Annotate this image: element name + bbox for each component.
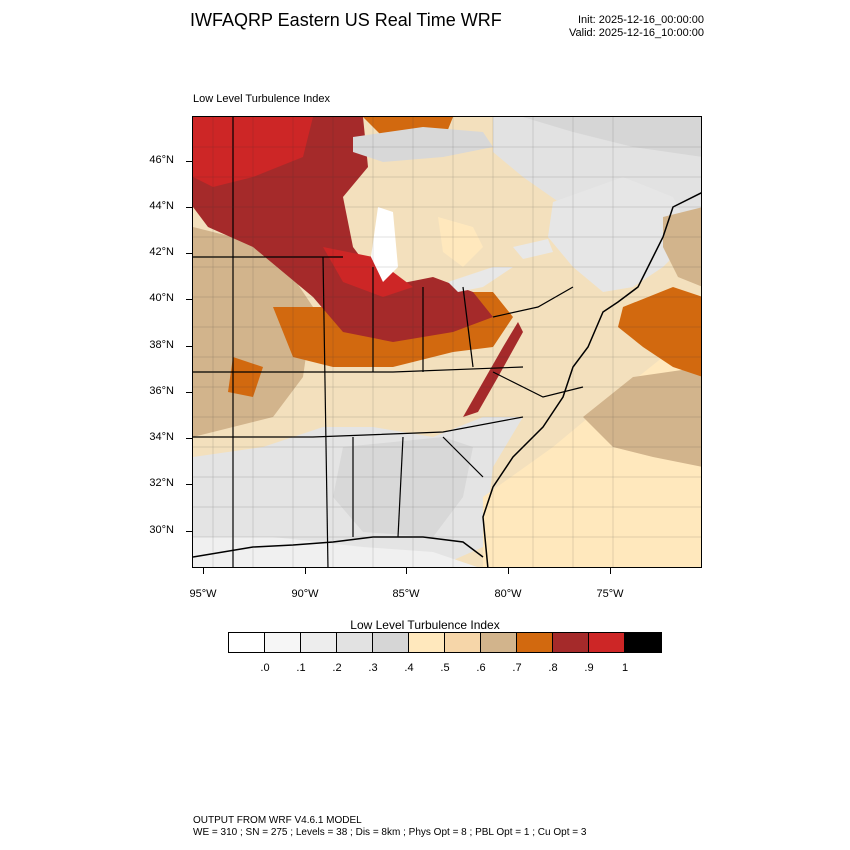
colorbar-swatch: [409, 633, 445, 652]
turbulence-map: [193, 117, 701, 567]
field-gray-north-dark: [523, 117, 701, 157]
lake-superior: [353, 127, 493, 162]
colorbar-label: .3: [368, 662, 378, 674]
colorbar-label: .5: [440, 662, 450, 674]
lake-huron: [438, 217, 483, 267]
longitude-tick: [508, 568, 509, 574]
longitude-label: 90°W: [291, 588, 319, 600]
colorbar-label: .6: [476, 662, 486, 674]
field-atlantic-tan-north: [663, 207, 701, 287]
colorbar-swatch: [229, 633, 265, 652]
latitude-tick: [186, 299, 192, 300]
colorbar-label: .8: [548, 662, 558, 674]
longitude-label: 75°W: [596, 588, 624, 600]
colorbar-swatch: [553, 633, 589, 652]
latitude-tick: [186, 531, 192, 532]
field-atlantic-orange: [618, 287, 701, 377]
field-gray-northeast: [548, 177, 693, 292]
lake-erie: [448, 267, 513, 292]
latitude-label: 42°N: [149, 246, 174, 258]
run-times: Init: 2025-12-16_00:00:00 Valid: 2025-12…: [569, 14, 704, 40]
panel-title: Low Level Turbulence Index: [193, 93, 330, 105]
latitude-label: 40°N: [149, 292, 174, 304]
latitude-tick: [186, 484, 192, 485]
latitude-tick: [186, 161, 192, 162]
longitude-tick: [406, 568, 407, 574]
latitude-label: 46°N: [149, 154, 174, 166]
county-grid: [193, 117, 701, 567]
latitude-tick: [186, 392, 192, 393]
colorbar-label: .4: [404, 662, 414, 674]
colorbar-swatch: [589, 633, 625, 652]
colorbar: [228, 632, 662, 653]
colorbar-label: .7: [512, 662, 522, 674]
latitude-tick: [186, 253, 192, 254]
longitude-tick: [305, 568, 306, 574]
model-footer: OUTPUT FROM WRF V4.6.1 MODEL WE = 310 ; …: [193, 815, 586, 839]
colorbar-label: .1: [296, 662, 306, 674]
latitude-tick: [186, 207, 192, 208]
latitude-label: 30°N: [149, 524, 174, 536]
colorbar-swatch: [337, 633, 373, 652]
latitude-label: 38°N: [149, 339, 174, 351]
colorbar-label: 1: [621, 662, 629, 674]
lake-michigan: [371, 207, 398, 282]
colorbar-swatch: [445, 633, 481, 652]
colorbar-swatch: [481, 633, 517, 652]
longitude-label: 85°W: [392, 588, 420, 600]
colorbar-label: .2: [332, 662, 342, 674]
field-gray-gulf: [193, 537, 478, 567]
field-iowa-red: [323, 247, 413, 297]
colorbar-title: Low Level Turbulence Index: [350, 618, 500, 632]
field-gray-southeast: [333, 437, 473, 537]
main-title: IWFAQRP Eastern US Real Time WRF: [190, 10, 502, 30]
valid-time: Valid: 2025-12-16_10:00:00: [569, 27, 704, 39]
colorbar-label: .9: [584, 662, 594, 674]
colorbar-swatch: [517, 633, 553, 652]
longitude-label: 80°W: [494, 588, 522, 600]
latitude-tick: [186, 346, 192, 347]
init-time: Init: 2025-12-16_00:00:00: [578, 14, 704, 26]
map-panel: [192, 116, 702, 568]
field-upper-midwest-darkred: [193, 117, 493, 342]
latitude-label: 34°N: [149, 431, 174, 443]
latitude-label: 32°N: [149, 477, 174, 489]
colorbar-swatch: [301, 633, 337, 652]
latitude-tick: [186, 438, 192, 439]
latitude-label: 36°N: [149, 385, 174, 397]
footer-line-2: WE = 310 ; SN = 275 ; Levels = 38 ; Dis …: [193, 827, 587, 838]
longitude-tick: [203, 568, 204, 574]
footer-line-1: OUTPUT FROM WRF V4.6.1 MODEL: [193, 815, 362, 826]
colorbar-label: .0: [260, 662, 270, 674]
colorbar-swatch: [265, 633, 301, 652]
longitude-tick: [610, 568, 611, 574]
colorbar-swatch: [373, 633, 409, 652]
longitude-label: 95°W: [189, 588, 217, 600]
latitude-label: 44°N: [149, 200, 174, 212]
state-borders: [193, 117, 584, 567]
colorbar-swatch: [625, 633, 661, 652]
gulf-coastline: [193, 536, 484, 558]
